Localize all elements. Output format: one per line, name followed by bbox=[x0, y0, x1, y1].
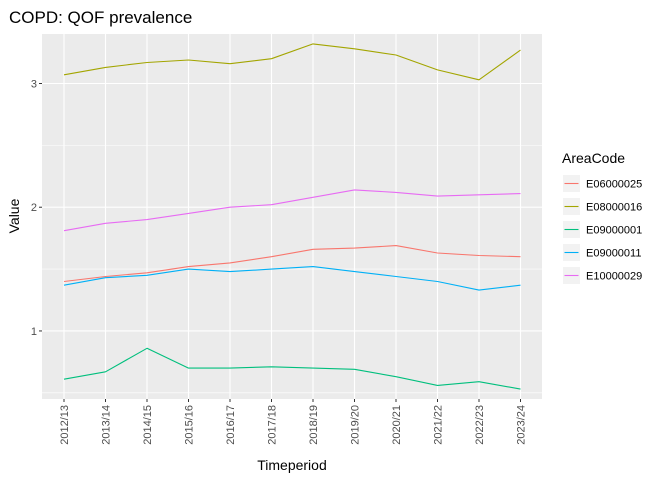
legend-label: E06000025 bbox=[586, 179, 642, 191]
x-axis-title: Timeperiod bbox=[257, 457, 327, 473]
chart-title: COPD: QOF prevalence bbox=[9, 8, 192, 27]
y-tick-label: 3 bbox=[31, 78, 37, 90]
legend-label: E09000001 bbox=[586, 225, 642, 237]
legend-label: E10000029 bbox=[586, 271, 642, 283]
y-tick-label: 2 bbox=[31, 202, 37, 214]
x-tick-label: 2019/20 bbox=[350, 405, 362, 445]
y-tick-label: 1 bbox=[31, 326, 37, 338]
x-tick-label: 2022/23 bbox=[474, 405, 486, 445]
major-grid bbox=[42, 34, 542, 399]
y-axis: 1 2 3 bbox=[31, 78, 42, 338]
legend: AreaCode E06000025 E08000016 E09000001 E090… bbox=[562, 150, 642, 284]
series-line-e06000025 bbox=[63, 245, 521, 283]
legend-title: AreaCode bbox=[562, 150, 625, 166]
series-line-e09000011 bbox=[63, 266, 521, 291]
series-line-e08000016 bbox=[63, 43, 521, 81]
x-tick-label: 2012/13 bbox=[59, 405, 71, 445]
x-tick-label: 2023/24 bbox=[516, 405, 528, 445]
legend-label: E09000011 bbox=[586, 248, 641, 260]
x-tick-label: 2014/15 bbox=[142, 405, 154, 445]
x-tick-label: 2015/16 bbox=[184, 405, 196, 445]
minor-grid bbox=[42, 145, 542, 394]
y-axis-title: Value bbox=[6, 198, 22, 233]
series-line-e10000029 bbox=[63, 189, 521, 232]
x-tick-label: 2018/19 bbox=[308, 405, 320, 445]
x-tick-label: 2020/21 bbox=[391, 405, 403, 445]
series-lines bbox=[63, 43, 521, 390]
x-tick-label: 2016/17 bbox=[225, 405, 237, 445]
x-tick-label: 2021/22 bbox=[433, 405, 445, 445]
x-axis: 2012/13 2013/14 2014/15 2015/16 2016/17 2017/… bbox=[59, 399, 528, 445]
x-tick-label: 2013/14 bbox=[101, 405, 113, 445]
legend-label: E08000016 bbox=[586, 202, 642, 214]
series-line-e09000001 bbox=[63, 347, 521, 390]
x-tick-label: 2017/18 bbox=[267, 405, 279, 445]
plot-panel bbox=[42, 34, 542, 399]
